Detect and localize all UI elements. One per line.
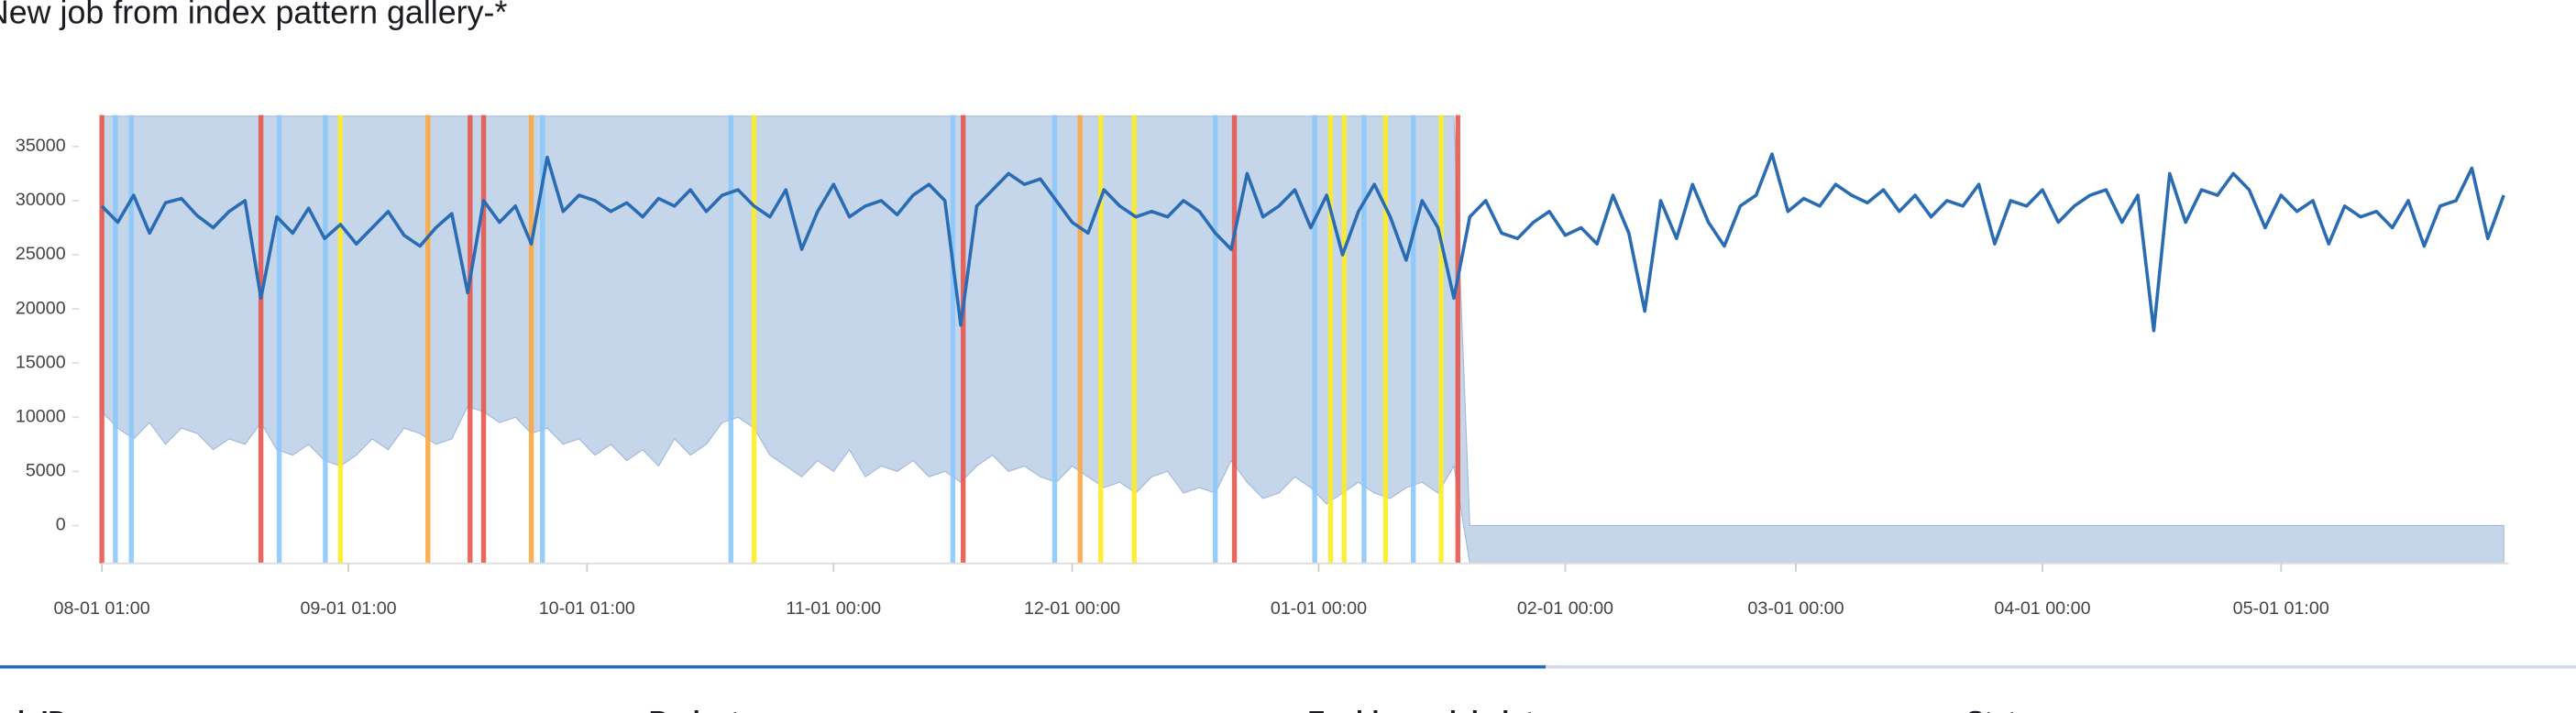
model-bounds: [101, 115, 2504, 565]
anomaly-marker: [1077, 115, 1083, 564]
y-tick-label: 5000: [26, 461, 66, 481]
anomaly-marker: [113, 115, 118, 564]
anomaly-marker: [1382, 115, 1389, 564]
anomaly-marker: [128, 115, 134, 564]
x-tick-label: 03-01 00:00: [1747, 598, 1844, 619]
y-tick-label: 30000: [16, 190, 66, 210]
x-tick-label: 12-01 00:00: [1024, 598, 1120, 619]
anomaly-marker: [1327, 115, 1334, 564]
anomaly-marker: [1341, 115, 1347, 564]
x-tick-label: 08-01 01:00: [54, 598, 150, 619]
y-tick-label: 25000: [16, 244, 66, 264]
anomaly-marker: [1312, 115, 1317, 564]
x-tick-label: 05-01 01:00: [2233, 598, 2329, 619]
anomaly-marker: [1098, 115, 1104, 564]
anomaly-marker: [425, 115, 431, 564]
x-tick-label: 11-01 00:00: [786, 598, 881, 619]
anomaly-marker: [276, 115, 282, 564]
y-tick-label: 0: [56, 515, 66, 535]
anomaly-marker: [99, 115, 105, 564]
series-line: [100, 152, 2505, 333]
anomaly-marker: [480, 115, 487, 564]
anomaly-marker: [337, 115, 344, 564]
anomaly-marker: [1455, 115, 1460, 564]
anomaly-marker: [728, 115, 734, 564]
anomaly-marker: [323, 115, 328, 564]
chart-title: New job from index pattern gallery-*: [0, 0, 507, 31]
anomaly-marker: [1131, 115, 1137, 564]
x-tick-label: 10-01 01:00: [539, 598, 635, 619]
progress-bar: [0, 664, 1546, 669]
anomaly-marker: [528, 115, 534, 564]
x-tick-label: 04-01 00:00: [1994, 598, 2090, 619]
y-tick-label: 15000: [16, 352, 66, 372]
anomaly-marker: [1231, 115, 1238, 564]
anomaly-marker: [950, 115, 956, 564]
x-tick-label: 02-01 00:00: [1517, 598, 1613, 619]
anomaly-marker: [258, 115, 264, 564]
anomaly-marker: [540, 115, 545, 564]
anomaly-marker: [960, 115, 966, 564]
anomaly-marker: [468, 115, 473, 564]
y-tick-label: 20000: [16, 298, 66, 318]
column-header: Enable model plot: [1308, 707, 1535, 713]
column-header: Job ID: [0, 707, 67, 713]
anomaly-marker: [1411, 115, 1416, 564]
column-header: Budget: [649, 707, 740, 713]
x-tick-label: 09-01 01:00: [300, 598, 396, 619]
y-tick-label: 10000: [16, 406, 66, 426]
y-tick-label: 35000: [16, 136, 66, 156]
anomaly-marker: [1051, 115, 1058, 564]
anomaly-marker: [1438, 115, 1444, 564]
column-header: Status: [1966, 707, 2047, 713]
anomaly-marker: [751, 115, 757, 564]
anomaly-marker: [1213, 115, 1218, 564]
anomaly-marker: [1361, 115, 1367, 564]
x-tick-label: 01-01 00:00: [1271, 598, 1367, 619]
